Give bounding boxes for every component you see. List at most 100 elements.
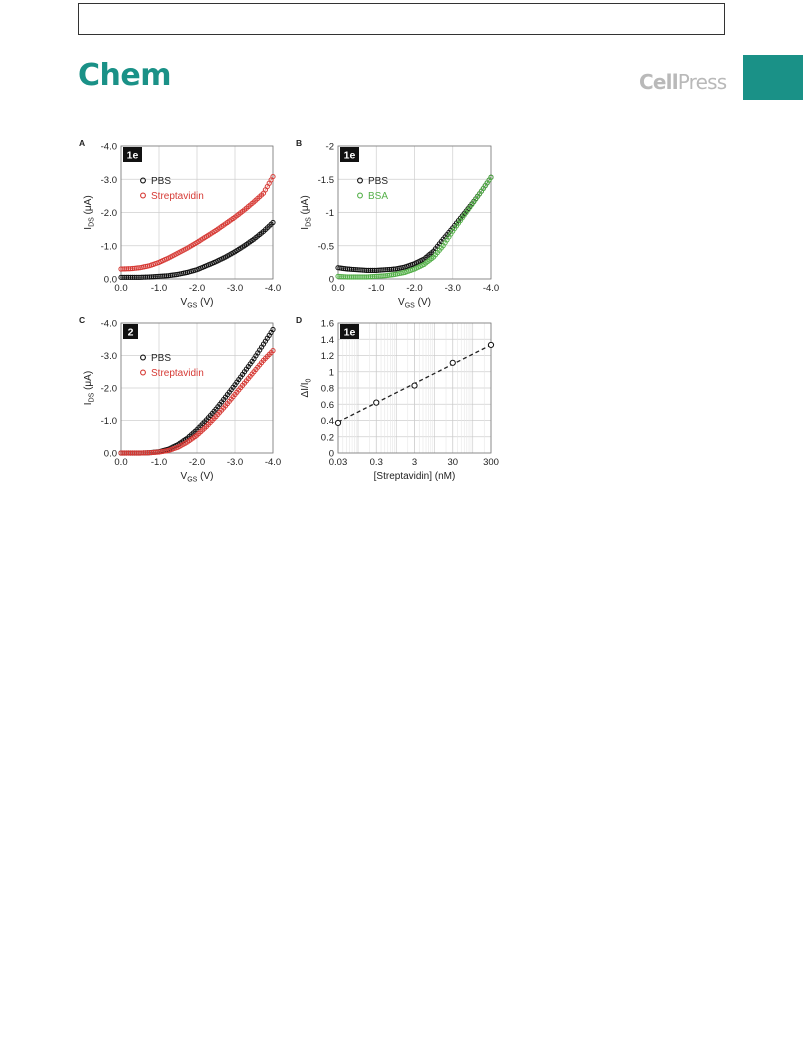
panel-a-y-axis-label-main: I xyxy=(83,227,94,230)
side-tab xyxy=(743,55,803,100)
panel-c: 0.0 -1.0 -2.0 -3.0 -4.0 0.0 -1.0 -2.0 -3.0 -4.0 VG… xyxy=(79,315,281,484)
panel-b-legend-marker xyxy=(357,177,363,184)
panel-c-xtick-label: -1.0 xyxy=(151,457,167,468)
header-box xyxy=(78,3,725,35)
panel-c-y-axis-label-main: I xyxy=(83,402,94,405)
panel-c-ytick-label: -4.0 xyxy=(101,319,117,330)
panel-b-x-axis-label-main: V xyxy=(398,297,405,308)
panel-a-ytick-label: -1.0 xyxy=(101,241,117,252)
panel-b-y-axis-label-sub: DS xyxy=(306,217,313,227)
panel-b-ytick-label: -2 xyxy=(326,142,334,153)
panel-c-legend-marker xyxy=(140,369,146,376)
panel-a-legend-marker xyxy=(140,192,146,199)
panel-a-x-axis-label-main: V xyxy=(181,297,188,308)
panel-b-y-axis-label-main: I xyxy=(300,227,311,230)
panel-b-letter: B xyxy=(296,138,302,148)
panel-d-ytick-label: 0.8 xyxy=(321,384,334,395)
panel-a-legend-label: Streptavidin xyxy=(151,191,204,202)
panel-b-ytick-label: 0 xyxy=(329,275,334,286)
panel-a-letter: A xyxy=(79,138,85,148)
publisher-logo-bold: Cell xyxy=(639,70,679,94)
panel-b-badge-label: 1e xyxy=(344,150,356,162)
panel-d-x-axis-label: [Streptavidin] (nM) xyxy=(374,471,456,482)
panel-a-ytick-label: -3.0 xyxy=(101,175,117,186)
panel-a-series-streptavidin-point xyxy=(270,173,276,180)
panel-d-series-data-point xyxy=(373,399,380,406)
panel-a-series-streptavidin xyxy=(118,173,276,272)
panel-d-xtick-label: 0.03 xyxy=(329,457,348,468)
panel-b-y-axis-label: IDS (μA) xyxy=(300,195,313,229)
panel-a-xtick-label: -3.0 xyxy=(227,283,243,294)
panel-c-x-axis-label: VGS (V) xyxy=(181,471,214,484)
panel-b-xtick-label: -3.0 xyxy=(445,283,461,294)
panel-a-y-axis-label-sub: DS xyxy=(89,217,96,227)
panel-b-y-axis-label-unit: (μA) xyxy=(300,195,311,217)
panel-b-xtick-label: -1.0 xyxy=(368,283,384,294)
panel-b-series-bsa-point xyxy=(488,174,494,180)
panel-d-ytick-label: 1.6 xyxy=(321,319,334,330)
panel-c-ytick-label: -1.0 xyxy=(101,416,117,427)
panel-a-ytick-label: -4.0 xyxy=(101,142,117,153)
panel-d-badge-label: 1e xyxy=(344,327,356,339)
panel-d-ytick-label: 0.2 xyxy=(321,432,334,443)
panel-c-series-streptavidin xyxy=(118,348,276,456)
panel-d-frame xyxy=(337,322,492,454)
panel-d-badge xyxy=(340,324,359,339)
panel-c-xtick-label: 0.0 xyxy=(114,457,127,468)
panel-b-x-axis-label-sub: GS xyxy=(405,303,415,310)
panel-d-ytick-label: 1 xyxy=(329,367,334,378)
panel-c-letter: C xyxy=(79,315,85,325)
panel-b-xtick-label: 0.0 xyxy=(331,283,344,294)
panel-d-series-data-point xyxy=(487,341,495,349)
panel-c-series-streptavidin-point xyxy=(270,348,276,354)
panel-c-legend-label: Streptavidin xyxy=(151,368,204,379)
panel-b-legend-label: BSA xyxy=(368,191,388,202)
journal-logo: Chem xyxy=(78,58,171,93)
panel-a-y-axis-label-unit: (μA) xyxy=(83,195,94,217)
publisher-logo-light: Press xyxy=(677,70,727,94)
panel-b-ytick-label: -1.5 xyxy=(318,175,334,186)
panel-a-series-pbs xyxy=(118,219,276,280)
panel-b-legend-label: PBS xyxy=(368,176,388,187)
panel-a: 0.0 -1.0 -2.0 -3.0 -4.0 0.0 -1.0 -2.0 -3.0 -4.0 VG… xyxy=(79,138,281,310)
panel-c-frame xyxy=(120,322,274,454)
panel-c-series-pbs-point xyxy=(270,326,276,333)
panel-b-badge xyxy=(340,147,359,162)
panel-c-ytick-label: -3.0 xyxy=(101,351,117,362)
panel-a-xtick-label: -4.0 xyxy=(265,283,281,294)
panel-a-xtick-label: -2.0 xyxy=(189,283,205,294)
panel-a-xtick-label: -1.0 xyxy=(151,283,167,294)
panel-a-badge-label: 1e xyxy=(127,150,139,162)
panel-a-frame xyxy=(120,145,274,280)
panel-d: 0 0.2 0.4 0.6 0.8 1 1.2 1.4 1.6 0.03 0.3 3 30 300 [Str… xyxy=(296,315,499,482)
panel-d-ytick-label: 0.6 xyxy=(321,400,334,411)
panel-d-y-axis-label-main: ΔI/I xyxy=(300,382,311,397)
panel-c-legend-label: PBS xyxy=(151,353,171,364)
panel-b-ytick-label: -0.5 xyxy=(318,241,334,252)
panel-c-y-axis-label: IDS (μA) xyxy=(83,371,96,405)
panel-d-ytick-label: 1.2 xyxy=(321,351,334,362)
panel-b-series-bsa xyxy=(335,174,494,280)
panel-d-letter: D xyxy=(296,315,302,325)
panel-a-badge xyxy=(123,147,142,162)
panel-d-ytick-label: 1.4 xyxy=(321,335,334,346)
panel-c-badge-label: 2 xyxy=(128,327,134,339)
panel-d-y-axis-label-sub: 0 xyxy=(306,378,313,382)
panel-c-y-axis-label-sub: DS xyxy=(89,392,96,402)
panel-c-ytick-label: -2.0 xyxy=(101,384,117,395)
panel-d-series-data-point xyxy=(411,382,418,389)
panel-a-x-axis-label-sub: GS xyxy=(187,303,197,310)
panel-c-x-axis-label-main: V xyxy=(181,471,188,482)
panel-a-xtick-label: 0.0 xyxy=(114,283,127,294)
panel-a-ytick-label: 0.0 xyxy=(104,275,117,286)
panel-b-x-axis-label: VGS (V) xyxy=(398,297,431,310)
panel-a-y-axis-label: IDS (μA) xyxy=(83,195,96,229)
panel-c-xtick-label: -2.0 xyxy=(189,457,205,468)
panel-c-badge xyxy=(123,324,138,339)
panel-d-x-axis-label-main: [Streptavidin] xyxy=(374,471,433,482)
panel-d-series-data-point xyxy=(449,359,456,366)
panel-d-series-data-point xyxy=(334,419,342,427)
panel-b-frame xyxy=(337,145,492,280)
panel-d-xtick-label: 30 xyxy=(447,457,458,468)
panel-a-x-axis-label: VGS (V) xyxy=(181,297,214,310)
